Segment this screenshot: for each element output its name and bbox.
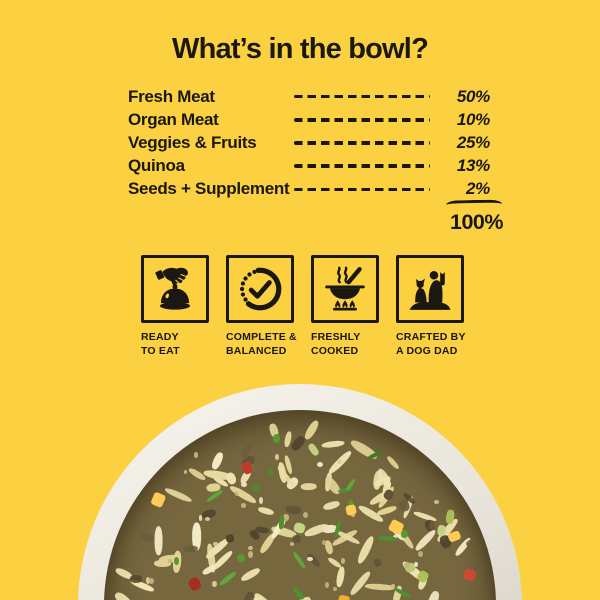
ingredient-row: Quinoa 13% (128, 155, 490, 178)
food-bit (250, 596, 263, 600)
food-bit (259, 497, 264, 504)
badge-ready-to-eat: READY TO EAT (141, 255, 209, 358)
badge-dog-dad: CRAFTED BY A DOG DAD (396, 255, 466, 358)
ingredient-label: Veggies & Fruits (128, 132, 257, 152)
badge-frame (396, 255, 464, 323)
ingredient-value: 50% (456, 86, 490, 106)
food-bit (129, 574, 143, 583)
dog-dad-icon (409, 270, 451, 310)
ingredient-value: 13% (456, 156, 490, 176)
feature-badges: READY TO EAT (141, 255, 466, 358)
food-bit (414, 562, 418, 568)
food-bit (290, 542, 295, 546)
ingredient-value: 10% (456, 109, 490, 129)
bowl-food (104, 410, 496, 600)
food-bit (267, 469, 274, 477)
food-bit (240, 481, 247, 487)
food-bit (340, 557, 346, 564)
bowl-photo (78, 384, 522, 600)
dashed-leader (294, 141, 430, 145)
food-bit (204, 516, 211, 522)
ingredient-row: Veggies & Fruits 25% (128, 131, 490, 154)
food-bit (247, 551, 253, 558)
food-bit (275, 454, 280, 460)
food-bit (183, 469, 188, 474)
food-bit (325, 582, 330, 589)
ingredient-row: Seeds + Supplement 2% (128, 178, 490, 201)
ingredient-value: 2% (466, 179, 490, 199)
badge-label: CRAFTED BY A DOG DAD (396, 331, 466, 357)
badge-frame (226, 255, 294, 323)
badge-label: READY TO EAT (141, 331, 180, 357)
cloche-hand-icon (155, 267, 191, 310)
dashed-leader (294, 164, 430, 168)
food-bit (390, 584, 395, 589)
badge-label: COMPLETE & BALANCED (226, 331, 297, 357)
food-bit (403, 562, 410, 569)
food-bit (198, 515, 203, 522)
food-bit (247, 545, 254, 551)
food-bit (148, 577, 155, 584)
clock-check-icon (239, 267, 282, 311)
food-bit (351, 513, 356, 517)
food-bit (333, 586, 337, 591)
food-bit (307, 556, 313, 561)
food-bit (237, 554, 245, 562)
dashed-leader (294, 117, 430, 122)
food-bit (334, 539, 339, 544)
total-block: 100% (423, 199, 504, 235)
food-bit (213, 541, 218, 547)
ingredient-value: 25% (456, 132, 490, 152)
dashed-leader (294, 187, 430, 192)
badge-frame (311, 255, 379, 323)
badge-label: FRESHLY COOKED (311, 331, 361, 357)
food-bit (173, 556, 180, 566)
bowl-shadow-overlay (104, 410, 496, 600)
ingredient-label: Quinoa (128, 156, 185, 176)
badge-frame (141, 255, 209, 323)
badge-complete-balanced: COMPLETE & BALANCED (226, 255, 297, 358)
ingredient-label: Fresh Meat (128, 86, 215, 106)
sum-rule (445, 199, 503, 210)
food-bit (234, 490, 239, 496)
total-value: 100% (450, 210, 504, 234)
food-bit (322, 540, 326, 546)
food-bit (251, 484, 260, 493)
food-bit (212, 580, 217, 587)
food-bit (400, 530, 409, 538)
ingredient-row: Fresh Meat 50% (128, 85, 490, 108)
food-bit (337, 459, 343, 464)
food-bit (273, 434, 281, 444)
ingredient-label: Seeds + Supplement (128, 179, 290, 199)
ingredients-list: Fresh Meat 50% Organ Meat 10% Veggies & … (128, 85, 490, 201)
wok-flame-icon (325, 266, 365, 311)
ingredient-row: Organ Meat 10% (128, 108, 490, 131)
food-bit (316, 462, 323, 468)
food-bit (145, 577, 150, 584)
dashed-leader (294, 94, 430, 99)
food-bit (167, 558, 172, 564)
food-bit (434, 500, 440, 504)
food-bit (418, 551, 423, 558)
food-bit (302, 511, 308, 518)
food-bit (282, 514, 289, 521)
food-bit (240, 503, 246, 508)
ingredient-label: Organ Meat (128, 109, 219, 129)
badge-freshly-cooked: FRESHLY COOKED (311, 255, 379, 358)
page-title: What’s in the bowl? (172, 33, 429, 65)
food-bit (194, 452, 199, 459)
